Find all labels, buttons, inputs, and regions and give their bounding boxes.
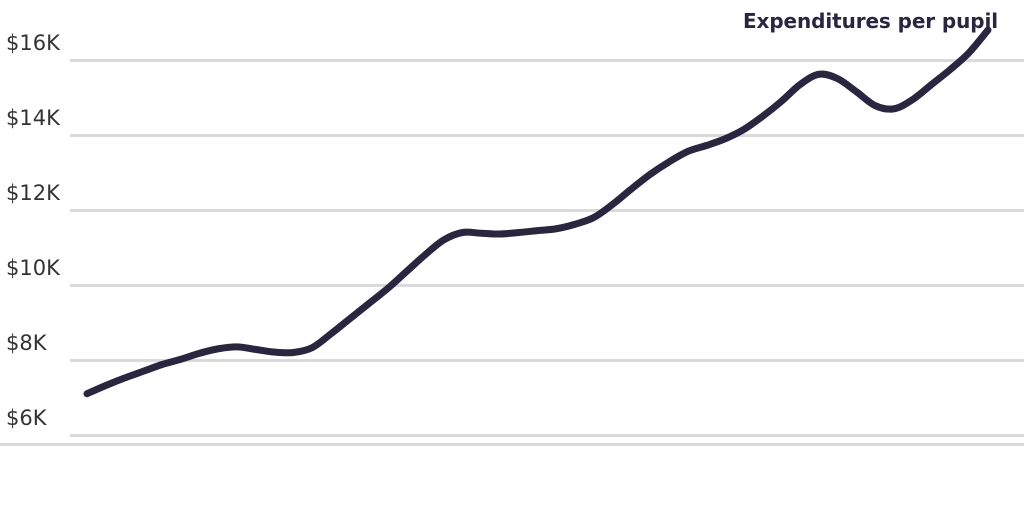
y-axis-tick-label: $12K [6, 181, 60, 205]
gridline [70, 434, 1024, 437]
gridline [70, 284, 1024, 287]
y-axis-tick-label: $14K [6, 106, 60, 130]
x-axis-baseline [0, 443, 1024, 446]
gridline [70, 209, 1024, 212]
gridline [70, 134, 1024, 137]
chart-title: Expenditures per pupil [742, 9, 998, 33]
y-axis-tick-label: $10K [6, 256, 60, 280]
x-axis-labels-region: 1971-721973-741975-761977-781979-801981-… [0, 449, 1024, 512]
y-axis-tick-label: $8K [6, 331, 47, 355]
series-line-expenditures-per-pupil [83, 26, 992, 398]
gridline [70, 359, 1024, 362]
gridline [70, 59, 1024, 62]
y-axis-tick-label: $6K [6, 406, 47, 430]
y-axis-tick-label: $16K [6, 31, 60, 55]
